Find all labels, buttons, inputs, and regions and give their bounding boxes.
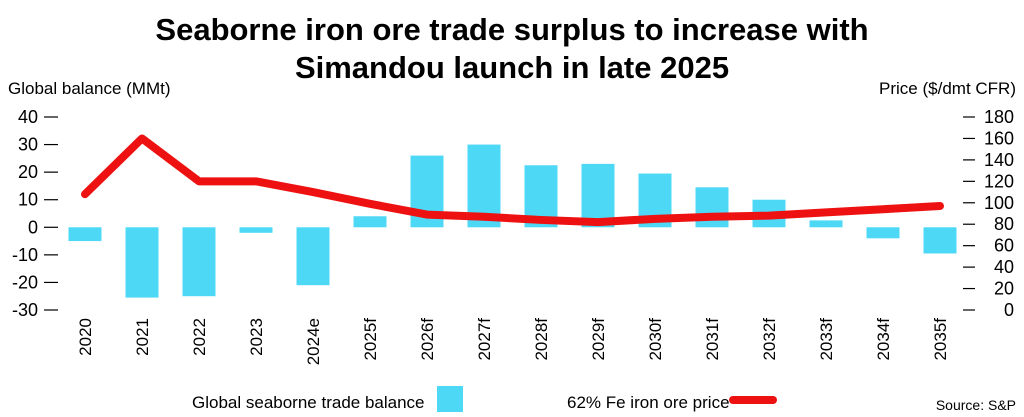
- y-axis-right-title: Price ($/dmt CFR): [879, 79, 1016, 98]
- y-axis-left-title: Global balance (MMt): [8, 79, 171, 98]
- legend-bar-label: Global seaborne trade balance: [192, 393, 425, 412]
- x-tick-label: 2029f: [589, 318, 608, 361]
- legend-line-label: 62% Fe iron ore price: [567, 393, 730, 412]
- y-right-tick-label: 160: [984, 128, 1014, 148]
- y-left-tick-label: 0: [28, 217, 38, 237]
- y-left-tick-label: 10: [18, 190, 38, 210]
- bar: [125, 227, 159, 298]
- y-left-tick-label: -10: [12, 245, 38, 265]
- x-tick-label: 2024e: [304, 318, 323, 365]
- x-axis-labels: 2020 2021 2022 2023 2024e 2025f 2026f 2027f 2028…: [76, 318, 950, 366]
- bar: [923, 227, 957, 254]
- source-note: Source: S&P: [936, 397, 1016, 413]
- x-tick-label: 2030f: [646, 318, 665, 361]
- price-line: [81, 134, 944, 227]
- y-right-tick-label: 100: [984, 193, 1014, 213]
- legend: Global seaborne trade balance 62% Fe iro…: [192, 386, 777, 412]
- bar: [239, 227, 273, 233]
- x-tick-label: 2035f: [931, 318, 950, 361]
- chart-title: Seaborne iron ore trade surplus to incre…: [155, 12, 868, 47]
- x-tick-label: 2022: [190, 318, 209, 356]
- bar: [809, 220, 843, 228]
- y-right-tick-label: 180: [984, 107, 1014, 127]
- x-tick-label: 2028f: [532, 318, 551, 361]
- bar: [68, 227, 102, 242]
- y-axis-left-ticks: 40 30 20 10 0 -10 -20 -30: [12, 107, 58, 320]
- bar: [182, 227, 216, 297]
- x-tick-label: 2020: [76, 318, 95, 356]
- y-right-tick-label: 0: [1004, 300, 1014, 320]
- x-tick-label: 2032f: [760, 318, 779, 361]
- y-right-tick-label: 120: [984, 171, 1014, 191]
- x-tick-label: 2027f: [475, 318, 494, 361]
- bar: [866, 227, 900, 239]
- x-tick-label: 2033f: [817, 318, 836, 361]
- x-tick-label: 2034f: [874, 318, 893, 361]
- y-left-tick-label: 20: [18, 162, 38, 182]
- y-left-tick-label: 40: [18, 107, 38, 127]
- y-right-tick-label: 140: [984, 150, 1014, 170]
- y-left-tick-label: 30: [18, 135, 38, 155]
- y-left-tick-label: -20: [12, 272, 38, 292]
- x-tick-label: 2026f: [418, 318, 437, 361]
- legend-bar-swatch: [437, 386, 463, 412]
- x-tick-label: 2023: [247, 318, 266, 356]
- bar-series: [68, 144, 957, 298]
- x-tick-label: 2025f: [361, 318, 380, 361]
- bar: [353, 216, 387, 228]
- x-tick-label: 2031f: [703, 318, 722, 361]
- chart-title-line2: Simandou launch in late 2025: [295, 50, 729, 85]
- y-left-tick-label: -30: [12, 300, 38, 320]
- bar: [581, 163, 615, 228]
- bar: [695, 187, 729, 228]
- y-right-tick-label: 20: [994, 279, 1014, 299]
- y-right-tick-label: 80: [994, 214, 1014, 234]
- y-right-tick-label: 60: [994, 236, 1014, 256]
- y-right-tick-label: 40: [994, 257, 1014, 277]
- x-tick-label: 2021: [133, 318, 152, 356]
- bar: [296, 227, 330, 286]
